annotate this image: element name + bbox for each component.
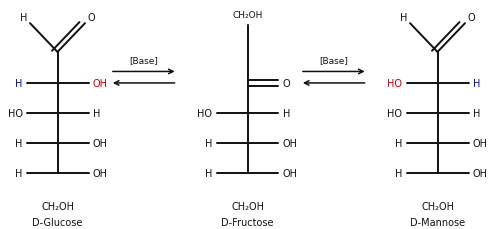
Text: OH: OH <box>472 168 488 178</box>
Text: OH: OH <box>92 79 108 89</box>
Text: CH₂OH: CH₂OH <box>41 201 74 211</box>
Text: H: H <box>472 79 480 89</box>
Text: OH: OH <box>472 138 488 148</box>
Text: H: H <box>395 168 402 178</box>
Text: H: H <box>472 108 480 118</box>
Text: D-Mannose: D-Mannose <box>410 217 465 227</box>
Text: HO: HO <box>388 79 402 89</box>
Text: CH₂OH: CH₂OH <box>421 201 454 211</box>
Text: D-Fructose: D-Fructose <box>221 217 274 227</box>
Text: H: H <box>205 138 212 148</box>
Text: H: H <box>15 138 22 148</box>
Text: [Base]: [Base] <box>320 56 348 65</box>
Text: OH: OH <box>92 138 108 148</box>
Text: [Base]: [Base] <box>130 56 158 65</box>
Text: O: O <box>282 79 290 89</box>
Text: O: O <box>88 13 96 23</box>
Text: CH₂OH: CH₂OH <box>232 11 262 19</box>
Text: H: H <box>15 79 22 89</box>
Text: H: H <box>92 108 100 118</box>
Text: H: H <box>205 168 212 178</box>
Text: HO: HO <box>388 108 402 118</box>
Text: H: H <box>400 13 407 23</box>
Text: CH₂OH: CH₂OH <box>231 201 264 211</box>
Text: OH: OH <box>92 168 108 178</box>
Text: H: H <box>15 168 22 178</box>
Text: H: H <box>395 138 402 148</box>
Text: H: H <box>282 108 290 118</box>
Text: OH: OH <box>282 138 298 148</box>
Text: OH: OH <box>282 168 298 178</box>
Text: HO: HO <box>198 108 212 118</box>
Text: H: H <box>20 13 27 23</box>
Text: O: O <box>468 13 475 23</box>
Text: HO: HO <box>8 108 22 118</box>
Text: D-Glucose: D-Glucose <box>32 217 82 227</box>
